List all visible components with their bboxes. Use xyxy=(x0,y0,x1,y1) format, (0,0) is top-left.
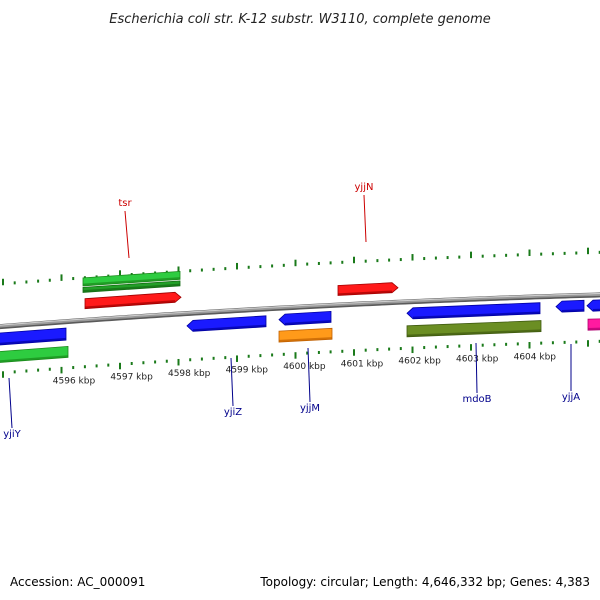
feature-yjjN-cds xyxy=(337,282,399,296)
scale-label-4596: 4596 kbp xyxy=(53,376,96,386)
feature-tsr-gene-2 xyxy=(82,280,181,293)
leader-line-tsr xyxy=(124,210,130,259)
feature-yjjM-cds xyxy=(278,310,332,326)
gene-label-yjjM[interactable]: yjjM xyxy=(300,403,320,414)
gene-label-lines xyxy=(8,194,572,429)
leader-line-yjiY xyxy=(8,377,13,429)
feature-edge-pink xyxy=(587,318,600,331)
scale-label-4604: 4604 kbp xyxy=(514,352,557,362)
feature-mdoB-cds xyxy=(406,302,541,320)
feature-track xyxy=(0,270,600,363)
accession-text: Accession: AC_000091 xyxy=(10,575,145,589)
gene-labels: tsr yjjN yjiY yjiZ yjjM mdoB yjjA xyxy=(3,182,580,440)
feature-edge-cds xyxy=(586,299,600,312)
feature-yjiY-cds xyxy=(0,327,67,346)
gene-label-yjiY[interactable]: yjiY xyxy=(3,429,21,440)
feature-yjiY-gene xyxy=(0,345,69,363)
feature-tsr-gene xyxy=(82,270,181,287)
gene-label-yjjA[interactable]: yjjA xyxy=(562,392,580,403)
map-title: Escherichia coli str. K-12 substr. W3110… xyxy=(109,12,490,27)
gene-label-mdoB[interactable]: mdoB xyxy=(462,394,491,405)
leader-line-yjjN xyxy=(363,194,367,243)
genome-backbone xyxy=(0,292,600,330)
scale-labels: 4596 kbp 4597 kbp 4598 kbp 4599 kbp 4600 kbp… xyxy=(53,352,556,386)
feature-yjjM-rna xyxy=(278,327,333,343)
gene-label-yjiZ[interactable]: yjiZ xyxy=(224,407,242,418)
scale-label-4599: 4599 kbp xyxy=(226,365,269,375)
scale-label-4598: 4598 kbp xyxy=(168,369,211,379)
scale-label-4600: 4600 kbp xyxy=(283,362,326,372)
leader-line-mdoB xyxy=(475,342,478,394)
leader-line-yjiZ xyxy=(230,357,234,407)
genome-summary-text: Topology: circular; Length: 4,646,332 bp… xyxy=(259,575,590,589)
inner-tick-ring xyxy=(2,339,600,378)
feature-mdoB-gene xyxy=(406,320,542,338)
scale-label-4597: 4597 kbp xyxy=(110,373,153,383)
gene-label-tsr[interactable]: tsr xyxy=(118,198,132,209)
scale-label-4603: 4603 kbp xyxy=(456,354,499,364)
feature-tsr-cds xyxy=(84,291,182,310)
gene-label-yjjN[interactable]: yjjN xyxy=(355,182,374,193)
scale-label-4602: 4602 kbp xyxy=(398,357,441,367)
feature-yjiZ-cds xyxy=(186,315,267,332)
scale-label-4601: 4601 kbp xyxy=(341,359,384,369)
leader-line-yjjM xyxy=(307,347,311,403)
feature-yjjA-cds xyxy=(555,299,585,313)
